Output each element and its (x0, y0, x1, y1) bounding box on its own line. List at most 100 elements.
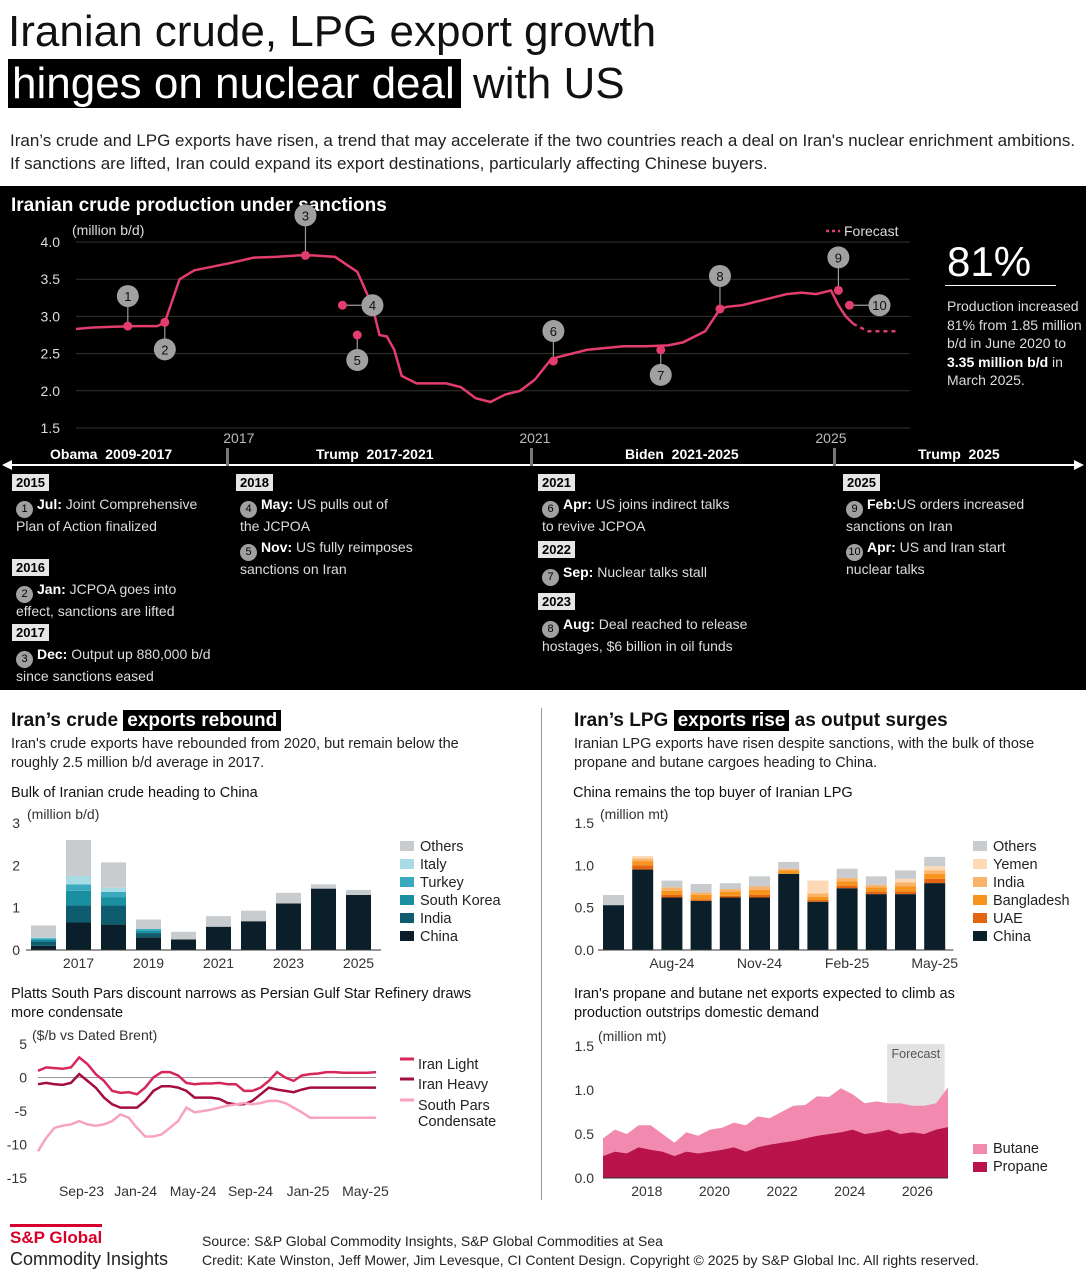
bar-segment-uae (807, 900, 829, 902)
marker-number: 4 (369, 298, 376, 313)
bar-segment-others (690, 883, 712, 893)
legend-swatch (973, 877, 987, 887)
production-data-point (656, 345, 666, 355)
x-tick-label: 2021 (203, 955, 234, 971)
marker-badge (827, 246, 850, 269)
bar-segment-china (171, 939, 196, 950)
marker-number: 1 (124, 289, 131, 304)
production-x-axis: 2017 2021 2025 (223, 430, 847, 446)
legend-label: China (993, 929, 1032, 945)
event-8: 8 Aug: Deal reached to release hostages, … (542, 616, 748, 654)
production-data-point (833, 285, 843, 295)
legend-label: Bangladesh (993, 893, 1070, 909)
brand-sub: Commodity Insights (10, 1249, 169, 1269)
bar-segment-china (778, 873, 800, 950)
x-tick-label: 2018 (631, 1183, 662, 1199)
bar-segment-others (101, 862, 126, 888)
x-tick-label: Aug-24 (649, 955, 694, 971)
bar-segment-india (31, 941, 56, 946)
era-obama: Obama 2009-2017 (50, 446, 172, 462)
series-line-iran-heavy (37, 1072, 376, 1109)
event-3: 3 Dec: Output up 880,000 b/d since sancti… (16, 646, 211, 684)
production-x-tick-label: 2025 (815, 430, 846, 446)
marker-number: 9 (835, 250, 842, 265)
bar-segment-china (31, 945, 56, 950)
era-trump2: Trump 2025 (918, 446, 1000, 462)
bar-segment-china (719, 897, 741, 950)
bar-segment-china (311, 888, 336, 950)
year-badge: 2017 (12, 624, 49, 641)
bar-segment-others (836, 868, 858, 879)
legend-swatch (973, 859, 987, 869)
legend-swatch (973, 1162, 987, 1172)
marker-badge (294, 204, 317, 227)
unit-label: (million mt) (600, 806, 668, 822)
bar-segment-others (171, 931, 196, 940)
bar-segment-yemen (895, 878, 916, 883)
bar-segment-china (807, 901, 829, 950)
brand-bar (10, 1224, 102, 1227)
marker-number: 5 (354, 353, 361, 368)
lpg-exports-chart: 1.5 1.0 0.5 0.0 (million mt) Aug-24 Nov-24 Feb-… (575, 806, 1070, 971)
legend-swatch (973, 1144, 987, 1154)
bar-segment-others (31, 925, 56, 938)
timeline-arrow-left (2, 460, 12, 470)
y-tick-label: 1.0 (575, 857, 595, 873)
legend-swatch (400, 841, 414, 851)
x-tick-label: Feb-25 (825, 955, 870, 971)
legend-label: China (420, 929, 459, 945)
event-1: 1 Jul: Joint Comprehensive Plan of Action… (16, 496, 198, 534)
bar-segment-india (807, 893, 829, 897)
production-title: Iranian crude production under sanctions (11, 195, 387, 216)
bar-segment-india (836, 878, 858, 882)
y-tick-label: -10 (7, 1137, 27, 1153)
x-tick-label: 2020 (699, 1183, 730, 1199)
y-tick-label: 0.0 (575, 942, 595, 958)
legend-swatch (973, 841, 987, 851)
x-tick-label: Sep-23 (59, 1183, 104, 1199)
era-divider (833, 448, 836, 466)
bar-segment-china (66, 922, 91, 950)
legend-label: UAE (993, 911, 1023, 927)
bar-segment-uae (865, 891, 887, 895)
y-tick-label: 0 (12, 942, 20, 958)
timeline-arrow-right (1074, 460, 1084, 470)
forecast-legend-label: Forecast (844, 223, 899, 239)
year-badge: 2023 (538, 593, 575, 610)
production-y-tick-label: 3.5 (41, 271, 61, 287)
y-tick-label: 2 (12, 857, 20, 873)
y-tick-label: 0.5 (575, 1126, 595, 1142)
bar-segment-italy (101, 887, 126, 893)
lpg-chart-title: China remains the top buyer of Iranian L… (573, 785, 853, 801)
year-badge: 2018 (236, 474, 273, 491)
era-trump1: Trump 2017-2021 (316, 446, 434, 462)
legend-swatch (400, 859, 414, 869)
production-data-point (715, 304, 725, 314)
x-tick-label: 2026 (902, 1183, 933, 1199)
bar-segment-uae (661, 894, 683, 898)
bar-segment-china (206, 926, 231, 950)
legend-label: Condensate (418, 1114, 496, 1130)
lower-charts: 3 2 1 0 (million b/d) 2017 2019 2021 2023 2025 Oth… (7, 806, 1070, 1199)
y-tick-label: 1 (12, 900, 20, 916)
bar-segment-india (136, 933, 161, 938)
production-series-line (75, 254, 855, 404)
southpars-chart-title: Platts South Pars discount narrows as Pe… (11, 986, 472, 1021)
legend-swatch (400, 895, 414, 905)
legend-label: South Pars (418, 1098, 490, 1114)
unit-label: ($/b vs Dated Brent) (32, 1027, 157, 1043)
bar-segment-bangladesh (632, 861, 654, 866)
year-badge: 2016 (12, 559, 49, 576)
bar-segment-bangladesh (749, 889, 770, 895)
legend-label: Others (993, 839, 1037, 855)
bar-segment-india (661, 887, 683, 891)
era-divider (530, 448, 533, 466)
bar-segment-others (778, 861, 800, 869)
marker-badge (542, 320, 565, 343)
page-title-highlight: hinges on nuclear deal (8, 59, 461, 108)
legend-swatch (400, 931, 414, 941)
stat-divider (945, 285, 1056, 286)
year-badge: 2022 (538, 541, 575, 558)
bar-segment-india (865, 884, 887, 888)
bar-segment-turkey (31, 938, 56, 940)
